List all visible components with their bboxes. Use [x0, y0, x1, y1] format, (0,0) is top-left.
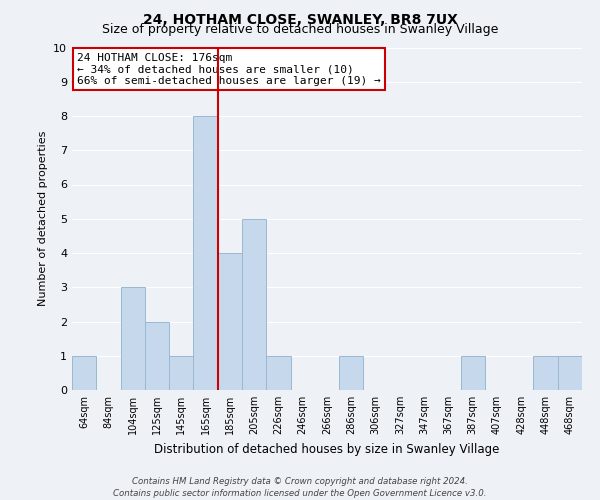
Bar: [193, 116, 218, 390]
Bar: [339, 356, 364, 390]
Bar: [145, 322, 169, 390]
Bar: [169, 356, 193, 390]
Bar: [266, 356, 290, 390]
Bar: [533, 356, 558, 390]
X-axis label: Distribution of detached houses by size in Swanley Village: Distribution of detached houses by size …: [154, 442, 500, 456]
Text: 24 HOTHAM CLOSE: 176sqm
← 34% of detached houses are smaller (10)
66% of semi-de: 24 HOTHAM CLOSE: 176sqm ← 34% of detache…: [77, 52, 381, 86]
Bar: [218, 253, 242, 390]
Text: 24, HOTHAM CLOSE, SWANLEY, BR8 7UX: 24, HOTHAM CLOSE, SWANLEY, BR8 7UX: [143, 12, 457, 26]
Bar: [558, 356, 582, 390]
Text: Size of property relative to detached houses in Swanley Village: Size of property relative to detached ho…: [102, 22, 498, 36]
Bar: [72, 356, 96, 390]
Bar: [121, 287, 145, 390]
Text: Contains HM Land Registry data © Crown copyright and database right 2024.
Contai: Contains HM Land Registry data © Crown c…: [113, 476, 487, 498]
Bar: [242, 219, 266, 390]
Bar: [461, 356, 485, 390]
Y-axis label: Number of detached properties: Number of detached properties: [38, 131, 47, 306]
